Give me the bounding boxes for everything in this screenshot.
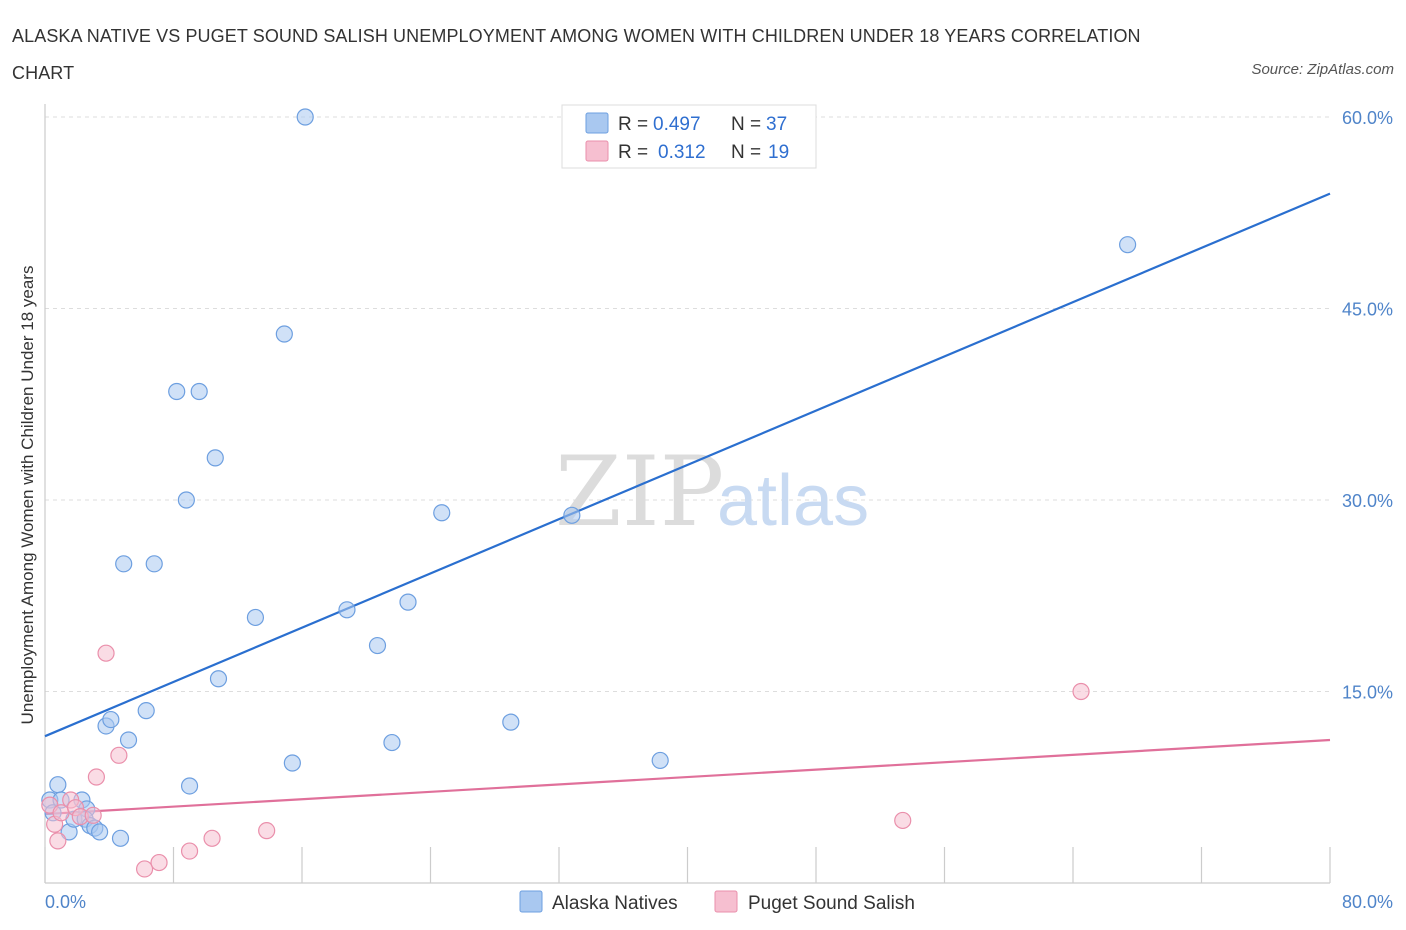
bottom-legend: Alaska Natives Puget Sound Salish xyxy=(519,890,915,914)
y-tick-label: 30.0% xyxy=(1342,491,1393,511)
point-puget-sound-salish[interactable] xyxy=(203,829,221,847)
legend-r-value-blue: 0.497 xyxy=(653,114,701,135)
points-layer xyxy=(41,108,1137,878)
point-alaska-natives[interactable] xyxy=(91,823,109,841)
point-alaska-natives[interactable] xyxy=(180,777,199,795)
point-alaska-natives[interactable] xyxy=(275,325,293,343)
source-label: Source: ZipAtlas.com xyxy=(1251,61,1394,78)
y-tick-label: 15.0% xyxy=(1342,683,1393,703)
point-alaska-natives[interactable] xyxy=(168,382,186,401)
point-alaska-natives[interactable] xyxy=(209,670,228,688)
x-tick-label-min: 0.0% xyxy=(45,892,86,912)
legend-r-value-pink: 0.312 xyxy=(658,142,706,163)
point-puget-sound-salish[interactable] xyxy=(87,768,106,786)
point-puget-sound-salish[interactable] xyxy=(49,832,67,850)
legend-n-label-blue: N = xyxy=(731,114,761,135)
bottom-legend-blue-swatch-icon xyxy=(519,890,543,913)
point-alaska-natives[interactable] xyxy=(283,754,301,772)
grid-layer xyxy=(45,116,1330,692)
point-puget-sound-salish[interactable] xyxy=(135,860,154,878)
point-alaska-natives[interactable] xyxy=(111,829,130,847)
legend-r-label-pink: R = xyxy=(618,142,648,163)
point-alaska-natives[interactable] xyxy=(296,108,314,126)
y-tick-label: 60.0% xyxy=(1342,108,1393,128)
point-alaska-natives[interactable] xyxy=(651,751,669,770)
bottom-legend-alaska-natives: Alaska Natives xyxy=(552,893,678,914)
legend-n-label-pink: N = xyxy=(731,142,761,163)
point-alaska-natives[interactable] xyxy=(177,491,195,509)
point-alaska-natives[interactable] xyxy=(102,710,120,729)
point-alaska-natives[interactable] xyxy=(246,608,265,627)
point-puget-sound-salish[interactable] xyxy=(894,811,912,830)
point-puget-sound-salish[interactable] xyxy=(150,853,168,872)
point-puget-sound-salish[interactable] xyxy=(258,822,276,840)
point-alaska-natives[interactable] xyxy=(145,555,163,573)
watermark-zip: ZIP xyxy=(555,436,724,548)
trend-layer xyxy=(44,192,1331,816)
point-puget-sound-salish[interactable] xyxy=(110,746,128,764)
bottom-legend-pink-swatch-icon xyxy=(714,890,738,913)
bottom-legend-puget-sound-salish: Puget Sound Salish xyxy=(748,893,915,914)
y-tick-label: 45.0% xyxy=(1342,300,1393,320)
watermark: ZIP atlas xyxy=(555,436,869,548)
point-alaska-natives[interactable] xyxy=(563,506,581,524)
axis-layer xyxy=(44,104,1331,884)
trend-line-alaska-natives xyxy=(44,192,1331,738)
point-alaska-natives[interactable] xyxy=(115,555,133,573)
legend-n-value-blue: 37 xyxy=(766,114,787,135)
point-alaska-natives[interactable] xyxy=(49,776,67,794)
point-alaska-natives[interactable] xyxy=(502,713,520,731)
y-axis-label: Unemployment Among Women with Children U… xyxy=(18,266,37,725)
legend-n-value-pink: 19 xyxy=(768,142,789,163)
legend-swatch-blue-icon xyxy=(585,112,609,134)
point-alaska-natives[interactable] xyxy=(433,504,451,522)
point-alaska-natives[interactable] xyxy=(338,601,356,619)
chart-title: ALASKA NATIVE VS PUGET SOUND SALISH UNEM… xyxy=(12,26,1141,83)
point-alaska-natives[interactable] xyxy=(190,382,208,401)
legend-r-label-blue: R = xyxy=(618,114,648,135)
point-puget-sound-salish[interactable] xyxy=(97,644,115,662)
point-puget-sound-salish[interactable] xyxy=(180,842,199,860)
point-alaska-natives[interactable] xyxy=(206,449,224,467)
top-legend: R = 0.497 N = 37 R = 0.312 N = 19 xyxy=(561,104,817,169)
trend-line-puget-sound-salish xyxy=(44,738,1331,816)
point-alaska-natives[interactable] xyxy=(119,731,138,749)
watermark-atlas: atlas xyxy=(717,461,869,541)
point-alaska-natives[interactable] xyxy=(368,636,387,655)
legend-swatch-pink-icon xyxy=(585,140,609,162)
point-puget-sound-salish[interactable] xyxy=(84,806,102,824)
point-alaska-natives[interactable] xyxy=(1119,236,1137,254)
y-tick-labels: 15.0% 30.0% 45.0% 60.0% xyxy=(1342,108,1393,703)
x-tick-label-max: 80.0% xyxy=(1342,892,1393,912)
point-alaska-natives[interactable] xyxy=(383,733,401,752)
point-puget-sound-salish[interactable] xyxy=(1072,682,1090,701)
point-alaska-natives[interactable] xyxy=(137,702,155,720)
point-alaska-natives[interactable] xyxy=(399,593,417,611)
